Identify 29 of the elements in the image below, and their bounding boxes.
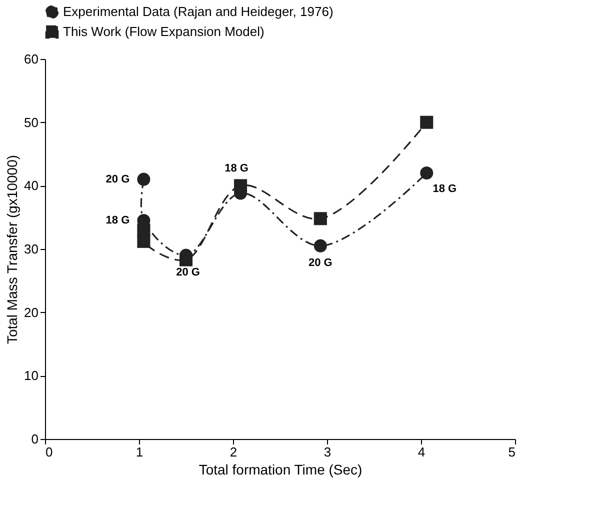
x-tick-label: 5	[508, 444, 516, 460]
legend-label: Experimental Data (Rajan and Heideger, 1976)	[63, 4, 334, 19]
annotation: 18 G	[224, 162, 248, 175]
x-tick-label: 3	[324, 444, 332, 460]
annotation: 18 G	[106, 214, 130, 226]
point	[420, 166, 434, 180]
point	[314, 239, 327, 252]
x-tick-label: 2	[230, 444, 238, 460]
point	[420, 116, 434, 129]
y-tick-label: 40	[24, 178, 38, 194]
legend-label: This Work (Flow Expansion Model)	[63, 24, 264, 39]
point	[137, 234, 150, 248]
annotation: 20 G	[176, 266, 200, 278]
point	[314, 212, 327, 226]
y-tick-label: 30	[24, 242, 38, 256]
y-tick-label: 60	[24, 52, 38, 66]
x-axis-title: Total formation Time (Sec)	[198, 462, 362, 478]
annotation: 20 G	[106, 173, 130, 186]
y-tick-label: 50	[24, 114, 38, 130]
point	[137, 172, 150, 186]
y-tick-label: 20	[24, 304, 38, 320]
y-axis-title: Total Mass Transfer (gx10000)	[4, 154, 20, 344]
x-tick-label: 0	[46, 444, 53, 460]
y-tick-label: 10	[24, 368, 38, 384]
y-tick-label: 0	[31, 432, 38, 446]
annotation: 18 G	[432, 183, 457, 195]
x-tick-label: 1	[136, 444, 144, 460]
x-tick-label: 4	[418, 444, 426, 460]
annotation: 20 G	[308, 256, 332, 269]
